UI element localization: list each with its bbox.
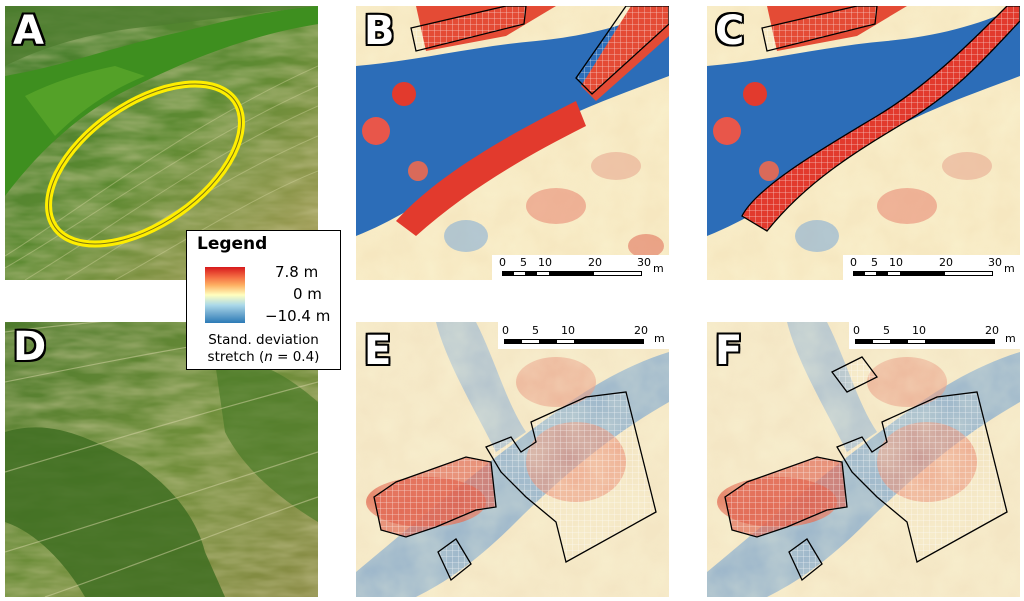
scale-tick-label: 20 (939, 256, 953, 269)
panel-label-a: A (13, 8, 44, 54)
panel-a-aerial-photo: A (5, 6, 318, 280)
panel-label-e: E (364, 328, 392, 374)
color-ramp (205, 267, 245, 323)
scale-tick-label: 30 (637, 256, 651, 269)
scale-tick-label: 5 (520, 256, 527, 269)
scale-tick-label: 0 (853, 324, 860, 337)
panel-label-c: C (715, 8, 745, 54)
scale-tick-label: 10 (889, 256, 903, 269)
scale-tick-label: 10 (912, 324, 926, 337)
aerial-image-a (5, 6, 318, 280)
legend-min-label: −10.4 m (265, 307, 331, 325)
panel-c-dem: C 0 5 10 20 30 m (707, 6, 1020, 280)
legend-box: Legend 7.8 m 0 m −10.4 m Stand. deviatio… (186, 230, 341, 370)
legend-stretch-line2: stretch (n = 0.4) (207, 349, 320, 365)
panel-label-f: F (715, 328, 743, 374)
dem-image-c (707, 6, 1020, 280)
scale-tick-label: 0 (850, 256, 857, 269)
scale-tick-label: 0 (499, 256, 506, 269)
scale-tick-label: 20 (588, 256, 602, 269)
scale-bar-f: 0 5 10 20 m (849, 322, 1020, 349)
scale-tick-label: 10 (561, 324, 575, 337)
panel-d-aerial-photo: D (5, 322, 318, 597)
scale-bar-e: 0 5 10 20 m (498, 322, 669, 349)
dem-image-b (356, 6, 669, 280)
scale-bar-c: 0 5 10 20 30 m (843, 255, 1020, 280)
dem-image-e (356, 322, 669, 597)
scale-unit: m (1005, 332, 1016, 345)
legend-max-label: 7.8 m (275, 263, 319, 281)
scale-tick-label: 5 (871, 256, 878, 269)
scale-unit: m (1004, 262, 1015, 275)
panel-b-dem: B 0 5 10 20 30 m (356, 6, 669, 280)
scale-tick-label: 30 (988, 256, 1002, 269)
scale-tick-label: 10 (538, 256, 552, 269)
panel-label-b: B (364, 8, 395, 54)
scale-bar-b: 0 5 10 20 30 m (492, 255, 669, 280)
scale-tick-label: 20 (985, 324, 999, 337)
scale-tick-label: 5 (532, 324, 539, 337)
panel-e-dem: E 0 5 10 20 m (356, 322, 669, 597)
legend-stretch-line1: Stand. deviation (208, 332, 319, 348)
aerial-image-d (5, 322, 318, 597)
dem-image-f (707, 322, 1020, 597)
scale-tick-label: 20 (634, 324, 648, 337)
scale-tick-label: 0 (502, 324, 509, 337)
legend-mid-label: 0 m (293, 285, 322, 303)
panel-label-d: D (13, 324, 47, 370)
scale-unit: m (654, 332, 665, 345)
legend-title: Legend (197, 234, 268, 254)
scale-unit: m (653, 262, 664, 275)
scale-tick-label: 5 (883, 324, 890, 337)
panel-f-dem: F 0 5 10 20 m (707, 322, 1020, 597)
